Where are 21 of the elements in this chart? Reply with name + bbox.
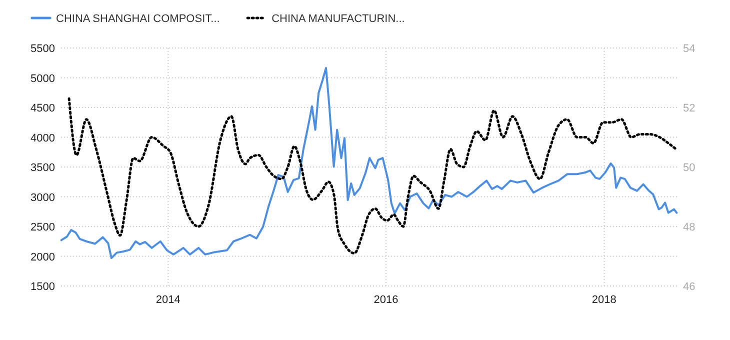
y-tick-label: 3500 [30, 162, 55, 174]
y2-tick-label: 48 [683, 222, 696, 234]
y2-tick-label: 50 [683, 162, 696, 174]
y-tick-label: 5500 [30, 43, 55, 55]
legend-label: CHINA SHANGHAI COMPOSIT... [56, 13, 220, 25]
x-tick-label: 2018 [592, 294, 616, 306]
y-tick-label: 4500 [30, 102, 55, 114]
x-tick-label: 2016 [374, 294, 398, 306]
x-tick-label: 2014 [156, 294, 180, 306]
y-tick-label: 4000 [30, 132, 55, 144]
y2-tick-label: 46 [683, 281, 696, 293]
line-series [68, 97, 678, 255]
y2-tick-label: 54 [683, 43, 696, 55]
y-tick-label: 2000 [30, 251, 55, 264]
y-tick-label: 5000 [30, 72, 55, 85]
y2-tick-label: 52 [683, 102, 696, 114]
y-tick-label: 2500 [30, 222, 55, 234]
y-tick-label: 3000 [30, 192, 55, 204]
line-series [60, 66, 678, 260]
y-tick-label: 1500 [30, 281, 55, 293]
legend-label: CHINA MANUFACTURIN... [272, 13, 405, 25]
